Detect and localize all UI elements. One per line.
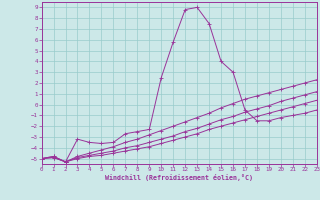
X-axis label: Windchill (Refroidissement éolien,°C): Windchill (Refroidissement éolien,°C)	[105, 174, 253, 181]
